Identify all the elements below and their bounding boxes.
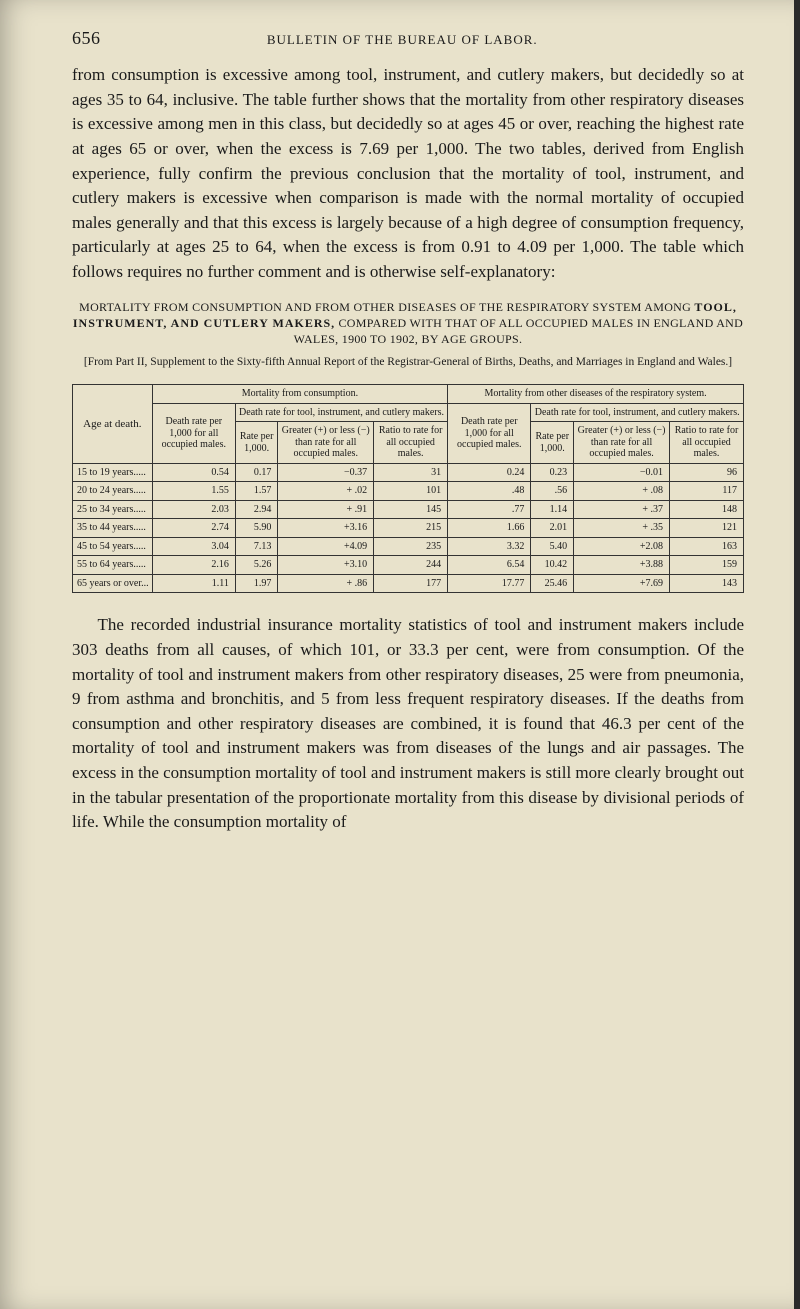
cell: 5.40: [531, 537, 574, 556]
cell: 3.32: [448, 537, 531, 556]
cell: 177: [374, 574, 448, 593]
cell: 2.94: [235, 500, 277, 519]
col-a-sub: Death rate for tool, instrument, and cut…: [235, 403, 447, 422]
cell: 101: [374, 482, 448, 501]
table-header-row-1: Age at death. Mortality from consumption…: [73, 385, 744, 404]
caption-pre: MORTALITY FROM CONSUMPTION AND FROM OTHE…: [79, 300, 694, 314]
cell: 0.17: [235, 463, 277, 482]
cell: +3.10: [278, 556, 374, 575]
cell-age: 35 to 44 years.....: [73, 519, 153, 538]
col-b-greater-less: Greater (+) or less (−) than rate for al…: [574, 422, 670, 464]
cell: 235: [374, 537, 448, 556]
col-b-death-rate-all: Death rate per 1,000 for all occupied ma…: [448, 403, 531, 463]
cell: 117: [669, 482, 743, 501]
paragraph-2: The recorded industrial insurance mortal…: [72, 613, 744, 835]
cell: .48: [448, 482, 531, 501]
col-a-greater-less: Greater (+) or less (−) than rate for al…: [278, 422, 374, 464]
table-source-note: [From Part II, Supplement to the Sixty-f…: [72, 355, 744, 370]
cell: 0.24: [448, 463, 531, 482]
cell: 7.13: [235, 537, 277, 556]
paragraph-1: from consumption is excessive among tool…: [72, 63, 744, 285]
cell: + .91: [278, 500, 374, 519]
cell: 2.03: [152, 500, 235, 519]
cell: 25.46: [531, 574, 574, 593]
cell: 215: [374, 519, 448, 538]
table-row: 65 years or over... 1.11 1.97 + .86 177 …: [73, 574, 744, 593]
table-body: 15 to 19 years..... 0.54 0.17 −0.37 31 0…: [73, 463, 744, 593]
cell: 10.42: [531, 556, 574, 575]
cell: + .37: [574, 500, 670, 519]
cell: .56: [531, 482, 574, 501]
table-row: 45 to 54 years..... 3.04 7.13 +4.09 235 …: [73, 537, 744, 556]
col-age: Age at death.: [73, 385, 153, 464]
page-number: 656: [72, 28, 101, 49]
cell: .77: [448, 500, 531, 519]
col-b-ratio: Ratio to rate for all occupied males.: [669, 422, 743, 464]
cell: 5.90: [235, 519, 277, 538]
table-header-row-2: Death rate per 1,000 for all occupied ma…: [73, 403, 744, 422]
cell: −0.01: [574, 463, 670, 482]
cell: +3.88: [574, 556, 670, 575]
table-row: 55 to 64 years..... 2.16 5.26 +3.10 244 …: [73, 556, 744, 575]
col-a-death-rate-all: Death rate per 1,000 for all occupied ma…: [152, 403, 235, 463]
cell: 6.54: [448, 556, 531, 575]
cell-age: 25 to 34 years.....: [73, 500, 153, 519]
cell-age: 20 to 24 years.....: [73, 482, 153, 501]
cell: 0.23: [531, 463, 574, 482]
cell: 1.14: [531, 500, 574, 519]
col-a-rate-per: Rate per 1,000.: [235, 422, 277, 464]
table-row: 15 to 19 years..... 0.54 0.17 −0.37 31 0…: [73, 463, 744, 482]
table-caption: MORTALITY FROM CONSUMPTION AND FROM OTHE…: [72, 299, 744, 348]
cell: 148: [669, 500, 743, 519]
cell: +7.69: [574, 574, 670, 593]
table-row: 35 to 44 years..... 2.74 5.90 +3.16 215 …: [73, 519, 744, 538]
table-row: 20 to 24 years..... 1.55 1.57 + .02 101 …: [73, 482, 744, 501]
cell: 2.74: [152, 519, 235, 538]
cell: 2.16: [152, 556, 235, 575]
col-b-rate-per: Rate per 1,000.: [531, 422, 574, 464]
cell: 1.55: [152, 482, 235, 501]
mortality-table: Age at death. Mortality from consumption…: [72, 384, 744, 593]
cell: + .08: [574, 482, 670, 501]
cell: 145: [374, 500, 448, 519]
page: 656 BULLETIN OF THE BUREAU OF LABOR. fro…: [0, 0, 800, 1309]
cell: 0.54: [152, 463, 235, 482]
col-group-other-resp: Mortality from other diseases of the res…: [448, 385, 744, 404]
cell: + .02: [278, 482, 374, 501]
cell: 1.97: [235, 574, 277, 593]
table-row: 25 to 34 years..... 2.03 2.94 + .91 145 …: [73, 500, 744, 519]
cell: 31: [374, 463, 448, 482]
cell: +3.16: [278, 519, 374, 538]
cell: 96: [669, 463, 743, 482]
cell: 17.77: [448, 574, 531, 593]
cell: −0.37: [278, 463, 374, 482]
cell-age: 15 to 19 years.....: [73, 463, 153, 482]
cell: 1.57: [235, 482, 277, 501]
cell: +2.08: [574, 537, 670, 556]
caption-post: COMPARED WITH THAT OF ALL OCCUPIED MALES…: [294, 316, 743, 346]
page-header: 656 BULLETIN OF THE BUREAU OF LABOR.: [72, 28, 744, 49]
cell: 1.66: [448, 519, 531, 538]
col-b-sub: Death rate for tool, instrument, and cut…: [531, 403, 744, 422]
cell: 143: [669, 574, 743, 593]
running-head: BULLETIN OF THE BUREAU OF LABOR.: [101, 32, 745, 48]
cell: +4.09: [278, 537, 374, 556]
cell: + .86: [278, 574, 374, 593]
cell: 5.26: [235, 556, 277, 575]
cell: 3.04: [152, 537, 235, 556]
cell: 163: [669, 537, 743, 556]
cell: 159: [669, 556, 743, 575]
cell-age: 65 years or over...: [73, 574, 153, 593]
cell: + .35: [574, 519, 670, 538]
col-group-consumption: Mortality from consumption.: [152, 385, 447, 404]
cell: 244: [374, 556, 448, 575]
col-a-ratio: Ratio to rate for all occupied males.: [374, 422, 448, 464]
cell-age: 45 to 54 years.....: [73, 537, 153, 556]
cell-age: 55 to 64 years.....: [73, 556, 153, 575]
cell: 1.11: [152, 574, 235, 593]
cell: 2.01: [531, 519, 574, 538]
cell: 121: [669, 519, 743, 538]
